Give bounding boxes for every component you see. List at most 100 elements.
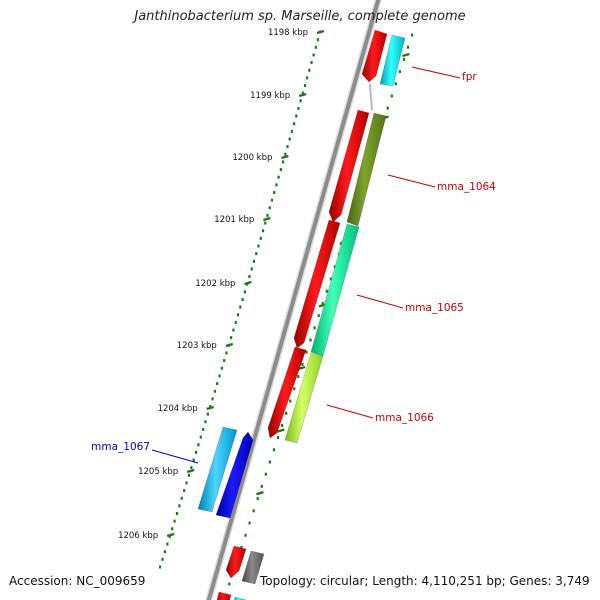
gene-ruler-dot (321, 301, 324, 305)
ruler-dot (270, 198, 274, 202)
gene-ruler-dot (293, 387, 296, 391)
gene-ruler-tick (402, 52, 410, 58)
ruler-dot (199, 435, 202, 439)
gene-ruler-tick (276, 428, 285, 433)
ruler-tick (206, 405, 214, 411)
gene-ruler-dot (398, 70, 402, 74)
cds-mma-1065 (293, 219, 341, 349)
gene-ruler-dot (390, 94, 393, 98)
ruler-dot (310, 61, 313, 65)
ruler-dot (252, 259, 256, 263)
ruler-tick (186, 468, 195, 474)
label-leader (326, 404, 374, 419)
ruler-dot (281, 160, 285, 164)
gene-lower-grey (241, 550, 265, 585)
ruler-dot (211, 397, 214, 401)
ruler-dot (230, 336, 233, 340)
ruler-dot (250, 267, 253, 271)
ruler-dot (204, 420, 207, 424)
ruler-dot (295, 114, 298, 118)
ruler-dot (194, 450, 198, 454)
gene-ruler-dot (386, 106, 389, 110)
ruler-dot (173, 519, 176, 523)
ruler-dot (268, 206, 271, 210)
ruler-dot (216, 382, 219, 386)
cds-lower-1 (225, 545, 247, 579)
scale-label: 1203 kbp (177, 341, 217, 351)
ruler-dot (223, 359, 226, 363)
scale-label: 1206 kbp (118, 531, 158, 541)
gene-ruler-dot (276, 436, 280, 440)
ruler-dot (308, 68, 311, 72)
label-layer: fpr mma_1064 mma_1065 mma_1066 mma_1067 (91, 66, 496, 464)
ruler-dot (314, 45, 317, 49)
ruler-tick (166, 532, 175, 538)
gene-ruler-dot (402, 57, 406, 61)
ruler-tick (316, 29, 325, 35)
ruler-dot (236, 313, 240, 317)
ruler-dot (190, 466, 193, 470)
genome-summary: Topology: circular; Length: 4,110,251 bp… (260, 574, 590, 588)
ruler-dot (290, 129, 293, 133)
gene-ruler-dot (248, 521, 251, 525)
ruler-dot (175, 512, 179, 515)
scale-label: 1204 kbp (158, 404, 198, 414)
gene-ruler-dot (411, 33, 414, 37)
ruler-dot (306, 76, 309, 80)
gene-ruler-dot (264, 472, 267, 476)
ruler-dot (239, 305, 242, 309)
gene-label-mma-1064: mma_1064 (437, 181, 496, 193)
gene-mma-1064 (346, 112, 387, 227)
ruler-dot (163, 550, 167, 554)
ruler-dot (183, 489, 186, 493)
ruler-dot (232, 328, 235, 332)
gene-label-mma-1066: mma_1066 (375, 412, 434, 424)
gene-ruler-dot (260, 484, 263, 488)
gene-ruler-dot (313, 326, 316, 330)
ruler-dot (266, 213, 269, 217)
gene-mma-1066 (284, 352, 324, 444)
label-leader (387, 174, 436, 188)
gene-ruler-dot (268, 460, 272, 464)
gene-ruler-dot (244, 533, 247, 537)
ruler-dot (286, 145, 289, 149)
gene-ruler-dot (394, 82, 397, 86)
accession-text: Accession: NC_009659 (9, 574, 146, 588)
ruler-dot (264, 221, 267, 225)
gene-label-mma-1065: mma_1065 (405, 302, 464, 314)
gene-lower-cyan (233, 596, 247, 600)
ruler-tick (263, 216, 271, 222)
gene-ruler-dot (280, 423, 284, 427)
ruler-dot (234, 320, 237, 324)
gene-ruler-dot (228, 582, 231, 586)
ruler-dot (255, 252, 258, 256)
ruler-dot (261, 229, 265, 233)
gene-ruler-dot (252, 509, 255, 513)
cds-mma-1066 (267, 346, 307, 439)
gene-ruler-dot (285, 411, 288, 415)
ruler-dot (218, 374, 221, 378)
ruler-dot (275, 183, 278, 187)
gene-ruler-dot (297, 375, 300, 379)
ruler-tick (244, 280, 252, 286)
gene-ruler-dot (309, 338, 312, 342)
cds-mma-1064 (328, 109, 370, 223)
ruler-dot (225, 351, 228, 355)
ruler-dot (277, 175, 280, 179)
ruler-dot (185, 481, 188, 485)
ruler-dot (213, 389, 216, 393)
backbone-line (206, 0, 381, 600)
gene-track (197, 29, 406, 600)
ruler-tick (225, 342, 234, 348)
scale-label: 1202 kbp (195, 279, 235, 289)
ruler-dot (197, 443, 200, 447)
ruler-dot (292, 122, 296, 126)
scale-label: 1201 kbp (214, 215, 254, 225)
ruler-dot (187, 473, 191, 477)
gene-mma-1067-cog (197, 426, 238, 513)
gene-ruler-dot (325, 289, 328, 293)
ruler-dot (303, 84, 307, 87)
scale-label: 1199 kbp (250, 91, 290, 101)
cds-fpr (361, 29, 388, 83)
ruler-dot (316, 38, 320, 42)
